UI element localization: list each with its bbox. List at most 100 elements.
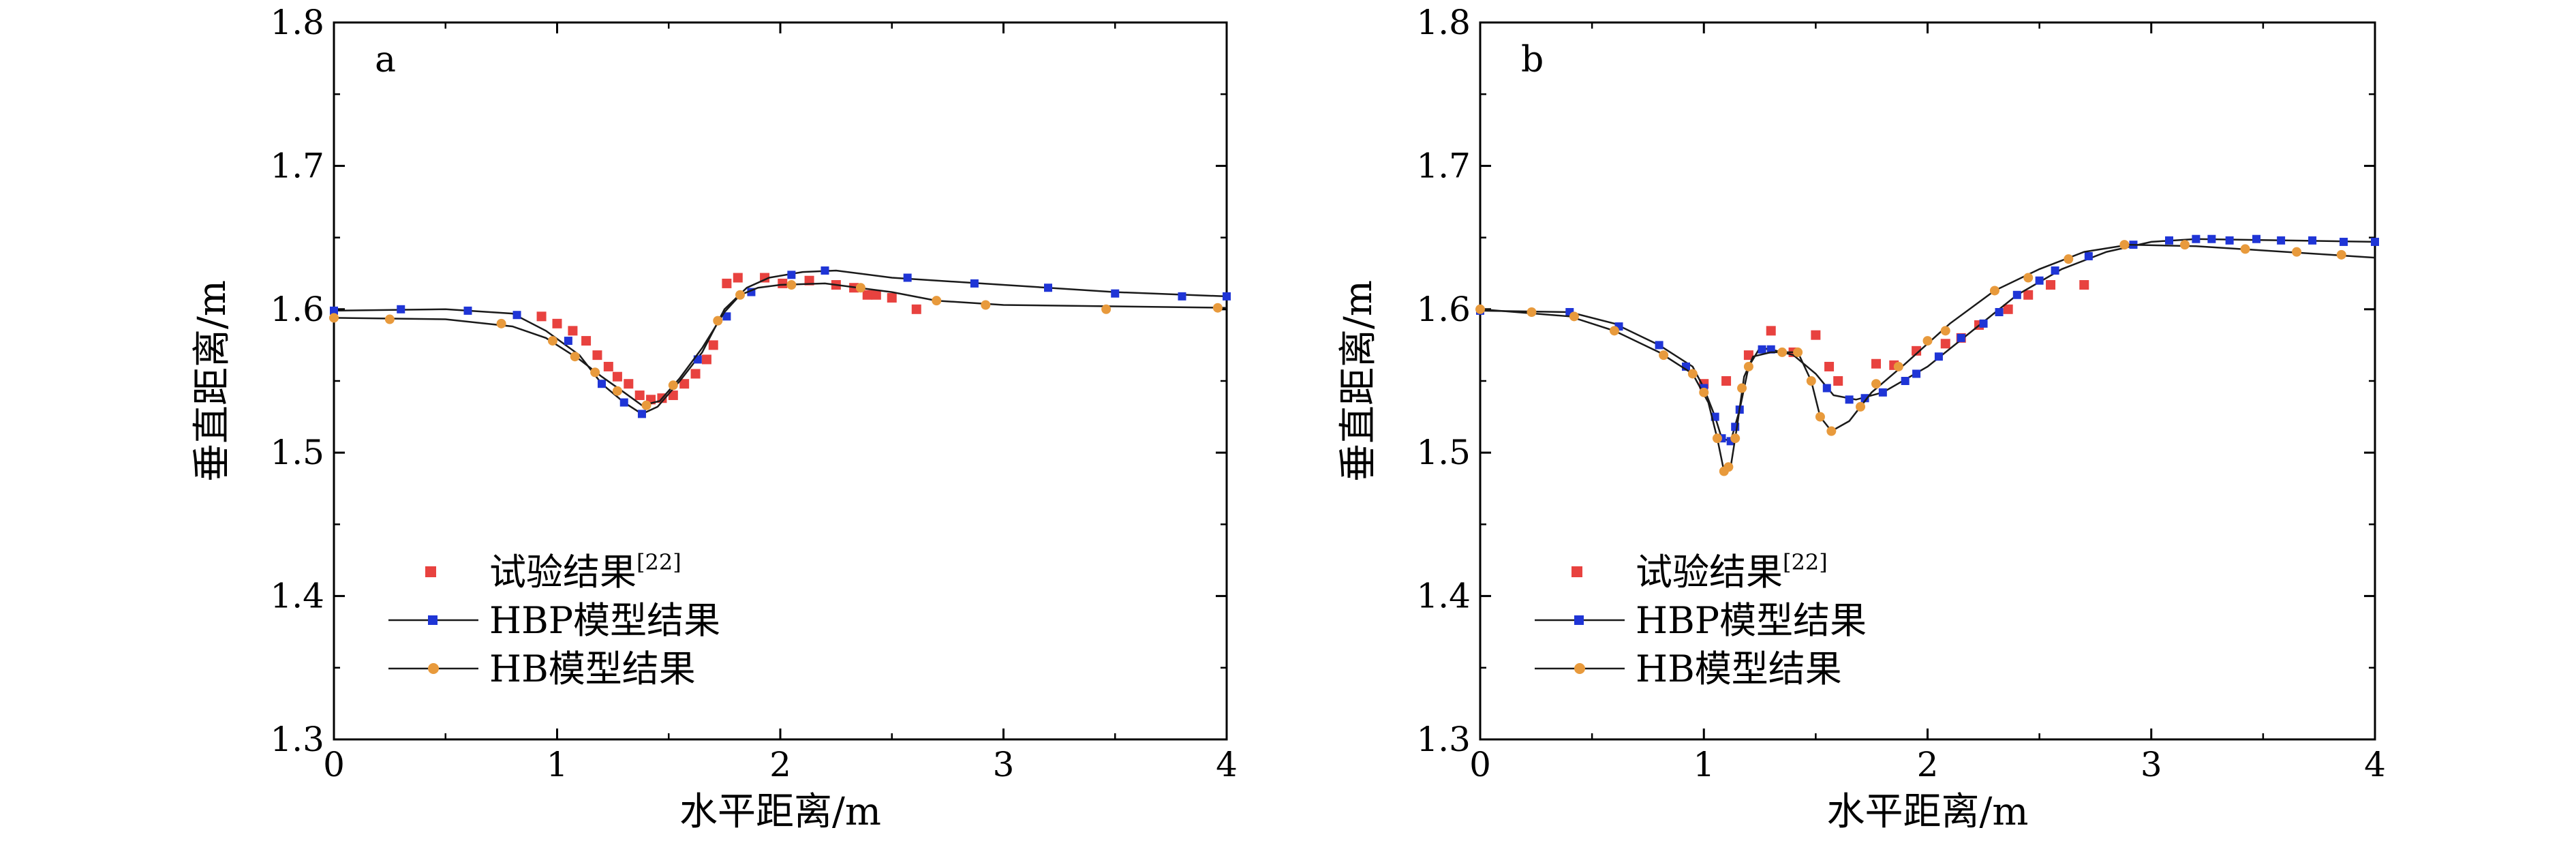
data-point	[1871, 379, 1882, 389]
x-tick-label: 3	[2141, 745, 2162, 784]
data-point	[1995, 308, 2004, 317]
y-tick-label: 1.5	[1416, 433, 1471, 472]
data-point	[1901, 377, 1910, 385]
y-axis-label: 垂直距离/m	[1336, 280, 1381, 482]
data-point	[581, 336, 592, 346]
data-point	[787, 271, 796, 279]
data-point	[778, 278, 788, 288]
plot-frame	[1479, 21, 2376, 741]
data-point	[1833, 376, 1843, 386]
data-point	[722, 312, 731, 321]
data-point	[1111, 289, 1120, 298]
data-point	[821, 266, 829, 275]
series-line	[1479, 243, 2376, 473]
data-point	[592, 350, 602, 361]
data-point	[564, 337, 572, 346]
data-point	[804, 275, 814, 286]
data-point	[612, 371, 622, 382]
data-point	[637, 410, 646, 418]
data-point	[1723, 462, 1734, 472]
data-point	[911, 304, 921, 314]
data-point	[384, 314, 395, 324]
y-tick-label: 1.3	[270, 720, 324, 759]
x-tick-label: 2	[769, 745, 791, 784]
legend-label-text: HBP模型结果	[489, 599, 720, 642]
legend: 试验结果[22] HBP模型结果 HB模型结果	[1535, 549, 1867, 690]
data-point	[1687, 369, 1698, 379]
data-point	[722, 278, 732, 288]
panel-label: b	[1521, 40, 1544, 80]
data-point	[568, 326, 578, 336]
x-tick-label: 1	[547, 745, 568, 784]
legend-marker	[428, 615, 438, 625]
data-point	[570, 352, 580, 362]
legend-label: HB模型结果	[489, 647, 696, 690]
data-point	[641, 400, 651, 410]
data-point	[552, 318, 562, 328]
data-point	[1730, 433, 1741, 444]
x-axis-label: 水平距离/m	[679, 790, 881, 834]
data-point	[887, 292, 897, 303]
legend-label-text: HBP模型结果	[1636, 599, 1867, 642]
data-point	[536, 311, 547, 322]
data-point	[2023, 273, 2034, 283]
data-point	[2371, 237, 2379, 246]
data-point	[1957, 333, 1965, 342]
data-point	[2084, 251, 2093, 260]
data-point	[1856, 401, 1866, 412]
data-point	[463, 306, 472, 315]
data-point	[1893, 361, 1903, 371]
data-point	[786, 280, 797, 290]
data-point	[1766, 326, 1776, 336]
data-point	[2308, 236, 2317, 245]
data-point	[512, 311, 521, 320]
data-point	[1569, 311, 1579, 322]
legend-label-text: HB模型结果	[489, 647, 696, 690]
data-point	[690, 369, 701, 379]
y-tick-label: 1.5	[270, 433, 324, 472]
x-tick-label: 0	[323, 745, 345, 784]
data-point	[903, 273, 912, 282]
x-tick-label: 4	[2364, 745, 2386, 784]
data-point	[1699, 387, 1709, 397]
data-point	[624, 379, 634, 389]
data-point	[1737, 383, 1747, 393]
data-point	[1655, 341, 1663, 350]
data-point	[2012, 290, 2021, 299]
data-point	[1940, 339, 1950, 349]
data-point	[733, 273, 743, 283]
data-point	[1822, 384, 1831, 393]
legend-label-text: 试验结果	[1636, 551, 1783, 594]
legend-label: 试验结果[22]	[1636, 549, 1828, 594]
data-point	[1934, 352, 1943, 361]
data-point	[1871, 358, 1882, 369]
x-axis-label: 水平距离/m	[1827, 790, 2029, 834]
legend-marker	[1571, 566, 1582, 577]
data-point	[2023, 290, 2034, 300]
data-point	[2277, 236, 2286, 245]
data-point	[1815, 412, 1825, 422]
data-point	[496, 318, 506, 328]
data-point	[713, 316, 723, 326]
legend-label: HBP模型结果	[489, 599, 720, 642]
data-point	[1212, 303, 1223, 313]
y-tick-label: 1.7	[1416, 146, 1471, 185]
data-point	[590, 367, 600, 378]
data-point	[1826, 426, 1837, 436]
data-point	[1860, 394, 1869, 403]
data-point	[1178, 292, 1186, 301]
data-point	[1878, 388, 1887, 397]
x-tick-label: 2	[1917, 745, 1939, 784]
legend-marker	[1574, 663, 1585, 674]
legend-label-text: HB模型结果	[1636, 647, 1842, 690]
data-point	[932, 296, 942, 306]
data-point	[708, 340, 718, 350]
y-tick-label: 1.8	[270, 3, 324, 42]
data-point	[1659, 350, 1669, 361]
data-point	[329, 313, 339, 323]
data-point	[871, 290, 881, 300]
data-point	[603, 361, 613, 371]
data-point	[2192, 234, 2201, 243]
data-point	[1758, 345, 1766, 354]
